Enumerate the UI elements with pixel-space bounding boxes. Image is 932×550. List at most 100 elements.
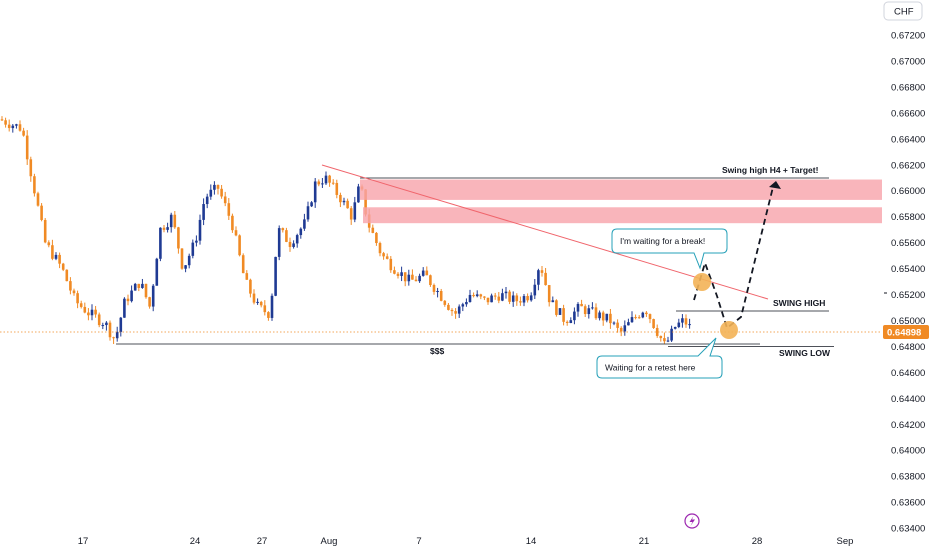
- candle-body: [627, 322, 630, 326]
- candle-body: [573, 311, 576, 321]
- candle-body: [601, 312, 605, 321]
- candle-body: [22, 130, 25, 136]
- candle-body: [54, 254, 58, 259]
- candle-body: [483, 296, 486, 298]
- candle-body: [475, 294, 479, 297]
- callout-retest-text: Waiting for a retest here: [605, 363, 696, 373]
- candle-body: [508, 291, 511, 302]
- candle: [450, 308, 454, 316]
- candle-body: [7, 124, 11, 129]
- candle-body: [58, 254, 61, 264]
- candle: [321, 178, 324, 188]
- candle: [670, 325, 673, 342]
- candle: [630, 311, 634, 323]
- x-tick-label: 17: [78, 536, 89, 547]
- candle: [285, 227, 288, 243]
- y-tick-label: 0.64600: [891, 368, 925, 379]
- candle-body: [493, 295, 497, 297]
- currency-label: CHF: [894, 7, 914, 18]
- candle: [195, 235, 198, 247]
- candle-body: [385, 256, 389, 259]
- candle: [274, 256, 277, 297]
- candle-body: [123, 298, 126, 318]
- candle-body: [346, 200, 349, 209]
- candle-body: [205, 196, 209, 205]
- candle: [576, 302, 580, 317]
- candle: [529, 292, 533, 302]
- candle-body: [288, 241, 292, 247]
- candle-body: [108, 322, 112, 338]
- candle: [418, 273, 421, 283]
- candle-body: [303, 219, 306, 229]
- candle-body: [112, 337, 115, 339]
- candle-body: [501, 293, 504, 301]
- candle: [375, 232, 378, 246]
- candle: [562, 304, 565, 326]
- candle: [54, 252, 58, 261]
- candle-body: [0, 119, 4, 121]
- candle-body: [479, 294, 483, 297]
- candle: [97, 312, 101, 328]
- candle: [61, 262, 65, 272]
- candle: [591, 302, 594, 310]
- candle: [378, 241, 382, 257]
- candle-body: [533, 284, 537, 296]
- candle-body: [198, 219, 202, 241]
- candle: [43, 218, 47, 244]
- callout-retest-box: [596, 337, 723, 379]
- candle: [612, 321, 616, 326]
- candle-body: [180, 248, 184, 269]
- candle-body: [184, 265, 187, 269]
- candle-body: [191, 242, 195, 256]
- candle: [569, 317, 573, 324]
- price-axis[interactable]: 0.67200 0.67000 0.66800 0.66600 0.66400 0.662…: [884, 31, 925, 535]
- candle-body: [173, 214, 177, 228]
- candle-body: [580, 303, 583, 307]
- candle-body: [364, 189, 367, 215]
- candle: [637, 315, 641, 319]
- candle: [101, 322, 105, 330]
- candle: [33, 173, 36, 197]
- y-tick-label: 0.63800: [891, 472, 925, 483]
- candle: [436, 287, 439, 298]
- candle-body: [177, 227, 180, 249]
- candle: [205, 193, 209, 209]
- candle: [303, 213, 306, 231]
- candle-body: [425, 270, 429, 276]
- candle-body: [43, 219, 47, 243]
- candle-body: [29, 159, 33, 177]
- candle-body: [551, 300, 555, 303]
- candle: [223, 191, 227, 207]
- y-tick-label: 0.67200: [891, 31, 925, 42]
- time-axis[interactable]: 17 24 27 Aug 7 14 21 28 Sep: [78, 536, 854, 547]
- y-tick-label: 0.64400: [891, 394, 925, 405]
- candle-body: [461, 304, 465, 307]
- candle: [252, 289, 256, 305]
- candle: [79, 300, 83, 309]
- candle-body: [133, 283, 137, 291]
- candle-body: [15, 124, 18, 126]
- candle: [515, 293, 519, 306]
- candle-body: [429, 275, 432, 286]
- y-tick-label: 0.66000: [891, 186, 925, 197]
- candle: [144, 283, 148, 299]
- candle-body: [497, 296, 501, 301]
- candles-group: [0, 116, 691, 345]
- candle: [357, 183, 360, 203]
- candle-body: [443, 300, 447, 305]
- x-tick-label: Aug: [321, 536, 338, 547]
- candle: [519, 296, 522, 306]
- candle: [7, 119, 11, 132]
- candle: [490, 293, 493, 303]
- candle-body: [18, 124, 22, 131]
- candle: [166, 222, 169, 233]
- x-tick-label: Sep: [837, 536, 854, 547]
- candle: [83, 302, 87, 314]
- candle: [133, 282, 137, 291]
- candle-body: [576, 303, 580, 312]
- swing-high-label: SWING HIGH: [773, 298, 825, 308]
- candle-body: [267, 312, 270, 318]
- candle-body: [202, 204, 205, 220]
- candle: [288, 237, 292, 252]
- currency-badge[interactable]: [883, 1, 923, 21]
